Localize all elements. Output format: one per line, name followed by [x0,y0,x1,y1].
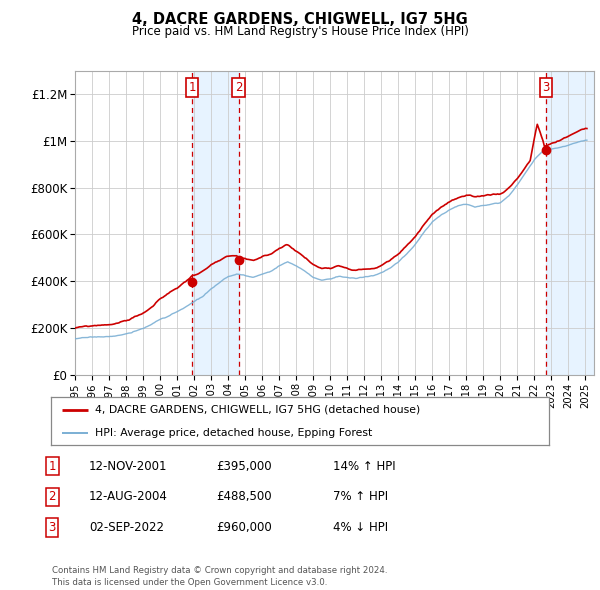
Text: 7% ↑ HPI: 7% ↑ HPI [333,490,388,503]
Text: 4% ↓ HPI: 4% ↓ HPI [333,521,388,534]
Text: 3: 3 [49,521,56,534]
Text: 4, DACRE GARDENS, CHIGWELL, IG7 5HG: 4, DACRE GARDENS, CHIGWELL, IG7 5HG [132,12,468,27]
Text: £395,000: £395,000 [216,460,272,473]
Text: HPI: Average price, detached house, Epping Forest: HPI: Average price, detached house, Eppi… [95,428,372,438]
Text: 12-NOV-2001: 12-NOV-2001 [89,460,167,473]
Text: Price paid vs. HM Land Registry's House Price Index (HPI): Price paid vs. HM Land Registry's House … [131,25,469,38]
Text: 2: 2 [49,490,56,503]
Text: 1: 1 [49,460,56,473]
Text: 2: 2 [235,81,242,94]
Bar [192,71,239,375]
Text: 12-AUG-2004: 12-AUG-2004 [89,490,167,503]
Text: 02-SEP-2022: 02-SEP-2022 [89,521,164,534]
Text: 4, DACRE GARDENS, CHIGWELL, IG7 5HG (detached house): 4, DACRE GARDENS, CHIGWELL, IG7 5HG (det… [95,405,420,415]
Bar [546,71,594,375]
Text: £960,000: £960,000 [216,521,272,534]
Text: £488,500: £488,500 [216,490,272,503]
Text: 1: 1 [188,81,196,94]
Text: 14% ↑ HPI: 14% ↑ HPI [333,460,395,473]
Text: 3: 3 [542,81,550,94]
Text: Contains HM Land Registry data © Crown copyright and database right 2024.
This d: Contains HM Land Registry data © Crown c… [52,566,388,587]
